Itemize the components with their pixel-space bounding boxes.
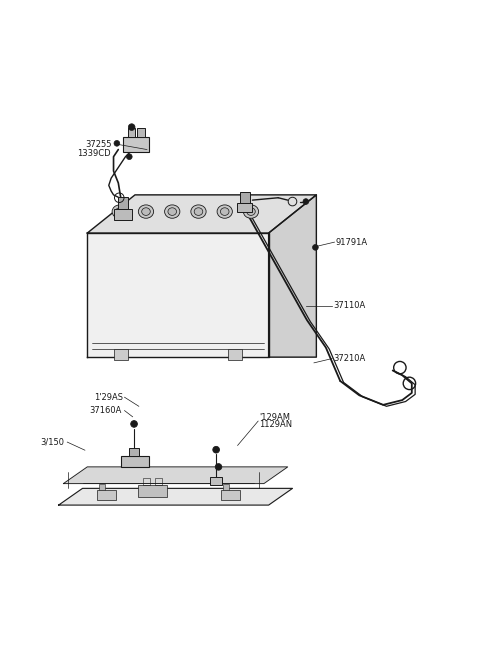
Ellipse shape [194, 208, 203, 215]
Bar [123, 137, 149, 152]
Bar [228, 350, 242, 360]
Ellipse shape [112, 205, 127, 218]
Text: 37210A: 37210A [333, 354, 365, 363]
Polygon shape [269, 195, 316, 357]
Bar [97, 489, 116, 500]
Bar [237, 202, 252, 212]
Bar [143, 478, 150, 485]
Text: 37160A: 37160A [90, 406, 122, 415]
Polygon shape [59, 488, 292, 505]
Circle shape [303, 198, 309, 204]
Text: '129AM: '129AM [259, 413, 290, 422]
Polygon shape [63, 467, 288, 484]
Circle shape [213, 446, 219, 453]
Text: 37255: 37255 [85, 140, 111, 148]
Text: 1339CD: 1339CD [77, 149, 110, 158]
Ellipse shape [217, 205, 232, 218]
Circle shape [114, 141, 120, 147]
Text: 1129AN: 1129AN [259, 420, 292, 430]
Bar [120, 457, 149, 467]
Polygon shape [87, 195, 316, 233]
Bar [137, 128, 144, 137]
Polygon shape [87, 233, 269, 357]
Bar [118, 197, 128, 209]
Bar [240, 192, 250, 202]
Ellipse shape [116, 208, 124, 215]
Ellipse shape [243, 205, 259, 218]
Text: 37110A: 37110A [333, 301, 365, 310]
Bar [114, 350, 128, 360]
Text: 1'29AS: 1'29AS [95, 393, 123, 401]
Ellipse shape [247, 208, 255, 215]
Text: 3/150: 3/150 [40, 438, 64, 447]
Bar [99, 484, 105, 489]
Bar [221, 489, 240, 500]
Bar [210, 477, 222, 485]
Ellipse shape [138, 205, 154, 218]
Circle shape [312, 244, 318, 250]
Bar [115, 209, 132, 219]
Ellipse shape [165, 205, 180, 218]
Bar [223, 484, 229, 489]
Ellipse shape [168, 208, 177, 215]
Bar [138, 485, 167, 497]
Bar [155, 478, 162, 485]
Ellipse shape [142, 208, 150, 215]
Circle shape [128, 124, 135, 131]
Ellipse shape [191, 205, 206, 218]
Circle shape [215, 464, 222, 470]
Ellipse shape [220, 208, 229, 215]
Bar [129, 448, 139, 457]
Bar [128, 128, 135, 137]
Circle shape [131, 420, 137, 427]
Circle shape [126, 154, 132, 160]
Text: 91791A: 91791A [336, 238, 368, 246]
